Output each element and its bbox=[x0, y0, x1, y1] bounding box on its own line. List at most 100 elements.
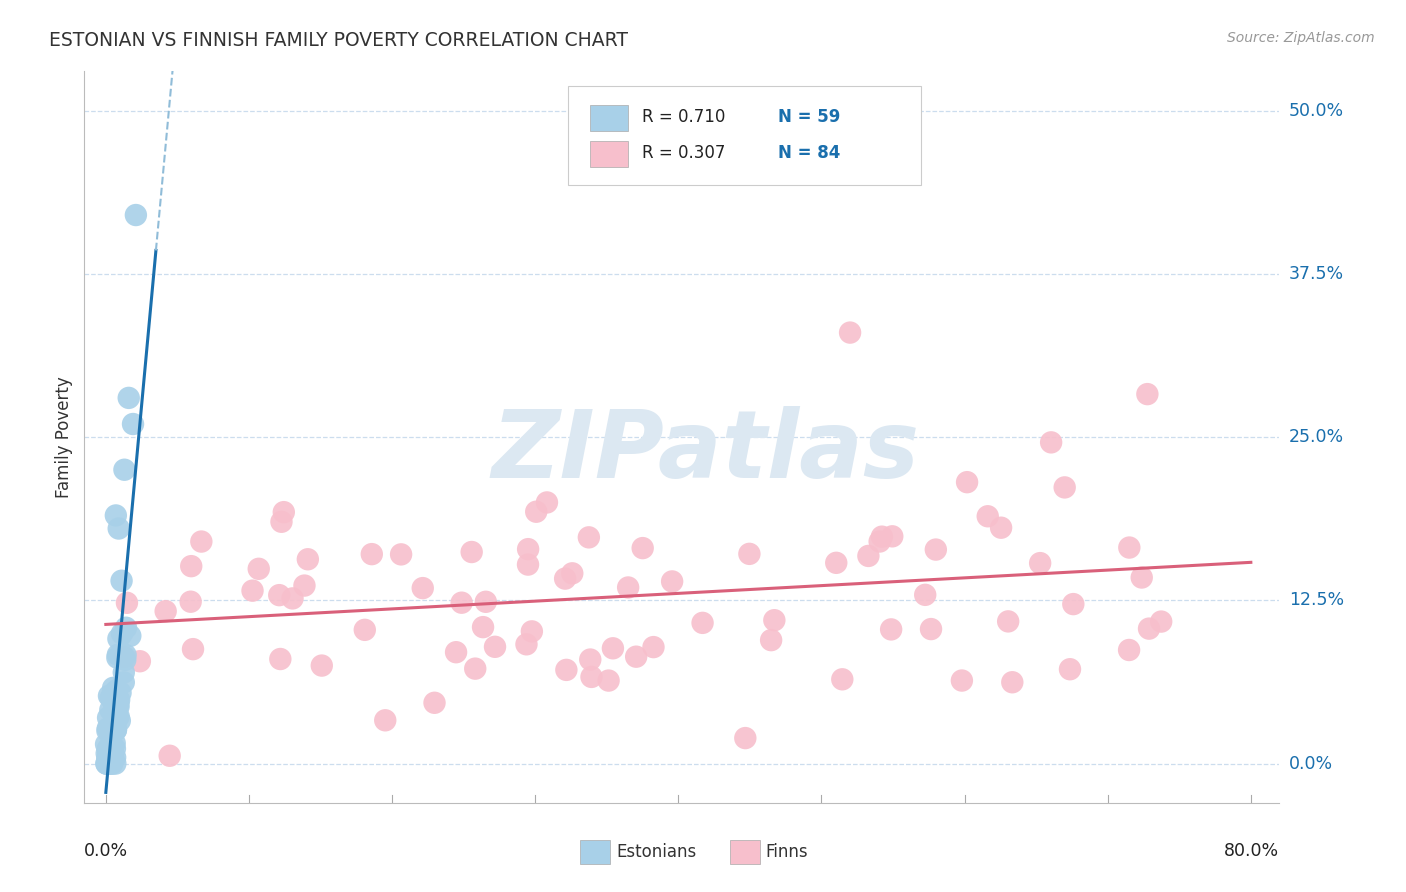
Point bbox=[914, 588, 936, 602]
Point bbox=[990, 521, 1012, 535]
Point bbox=[353, 623, 375, 637]
Point bbox=[159, 748, 181, 763]
Point bbox=[825, 556, 848, 570]
Point bbox=[107, 521, 129, 535]
Point bbox=[1029, 556, 1052, 570]
Text: Source: ZipAtlas.com: Source: ZipAtlas.com bbox=[1227, 31, 1375, 45]
Point bbox=[598, 673, 620, 688]
Point bbox=[1059, 662, 1081, 676]
Point bbox=[96, 756, 118, 771]
Point bbox=[925, 542, 948, 557]
Y-axis label: Family Poverty: Family Poverty bbox=[55, 376, 73, 498]
Point bbox=[281, 591, 304, 606]
Point bbox=[920, 622, 942, 636]
Point bbox=[294, 578, 316, 592]
Point bbox=[880, 623, 903, 637]
Point bbox=[554, 572, 576, 586]
Point bbox=[1053, 480, 1076, 494]
Point bbox=[858, 549, 880, 563]
Text: 50.0%: 50.0% bbox=[1289, 102, 1344, 120]
FancyBboxPatch shape bbox=[591, 105, 628, 131]
Point bbox=[114, 463, 136, 477]
Point bbox=[103, 695, 125, 709]
Text: Finns: Finns bbox=[766, 843, 808, 861]
Point bbox=[450, 596, 472, 610]
Point bbox=[97, 750, 120, 764]
Point bbox=[1040, 435, 1063, 450]
Point bbox=[114, 650, 136, 665]
Point bbox=[1118, 541, 1140, 555]
Text: Estonians: Estonians bbox=[616, 843, 696, 861]
Point bbox=[738, 547, 761, 561]
Point bbox=[107, 632, 129, 646]
Point bbox=[104, 736, 127, 750]
Point bbox=[110, 686, 132, 700]
Point bbox=[297, 552, 319, 566]
Point bbox=[269, 652, 291, 666]
Point bbox=[98, 756, 121, 771]
Point bbox=[125, 208, 148, 222]
Point bbox=[111, 626, 134, 640]
Point bbox=[311, 658, 333, 673]
Point bbox=[1062, 597, 1084, 611]
Point bbox=[882, 529, 904, 543]
Point bbox=[734, 731, 756, 745]
Point bbox=[98, 703, 121, 717]
Point bbox=[112, 665, 135, 680]
Point bbox=[1136, 387, 1159, 401]
Point bbox=[96, 723, 118, 738]
Point bbox=[112, 675, 135, 690]
Point bbox=[269, 588, 291, 602]
Point bbox=[105, 723, 128, 737]
Point bbox=[94, 737, 117, 751]
Text: 12.5%: 12.5% bbox=[1289, 591, 1344, 609]
Point bbox=[122, 417, 145, 431]
Point bbox=[97, 711, 120, 725]
Point bbox=[977, 509, 1000, 524]
Point bbox=[101, 681, 124, 695]
Point bbox=[1118, 643, 1140, 657]
Point bbox=[460, 545, 482, 559]
Point bbox=[464, 662, 486, 676]
Point bbox=[181, 642, 204, 657]
Point bbox=[120, 629, 142, 643]
Point bbox=[115, 596, 138, 610]
Point bbox=[524, 505, 547, 519]
Point bbox=[155, 604, 177, 618]
Point bbox=[389, 547, 412, 561]
Point bbox=[763, 613, 786, 627]
Point bbox=[96, 754, 118, 768]
Point bbox=[242, 583, 264, 598]
FancyBboxPatch shape bbox=[591, 141, 628, 167]
Point bbox=[631, 541, 654, 555]
Point bbox=[101, 748, 124, 763]
Point bbox=[190, 534, 212, 549]
Point bbox=[180, 559, 202, 574]
FancyBboxPatch shape bbox=[581, 840, 610, 863]
Point bbox=[759, 633, 782, 648]
Point bbox=[114, 648, 136, 662]
Point bbox=[96, 747, 118, 761]
Text: 0.0%: 0.0% bbox=[1289, 755, 1333, 772]
Point bbox=[578, 530, 600, 544]
Point bbox=[374, 714, 396, 728]
Point bbox=[412, 581, 434, 595]
Text: 37.5%: 37.5% bbox=[1289, 265, 1344, 283]
Point bbox=[107, 709, 129, 723]
Point bbox=[515, 637, 537, 651]
Point bbox=[101, 756, 124, 771]
Point bbox=[839, 326, 862, 340]
Point bbox=[104, 723, 127, 737]
Point bbox=[536, 495, 558, 509]
Point bbox=[97, 751, 120, 765]
Point bbox=[104, 756, 127, 771]
Point bbox=[360, 547, 382, 561]
Text: N = 84: N = 84 bbox=[778, 145, 839, 162]
Text: ZIPatlas: ZIPatlas bbox=[492, 406, 920, 498]
Point bbox=[104, 508, 127, 523]
Point bbox=[180, 595, 202, 609]
Point bbox=[115, 621, 138, 635]
Point bbox=[661, 574, 683, 589]
Point bbox=[270, 515, 292, 529]
Point bbox=[517, 558, 540, 572]
